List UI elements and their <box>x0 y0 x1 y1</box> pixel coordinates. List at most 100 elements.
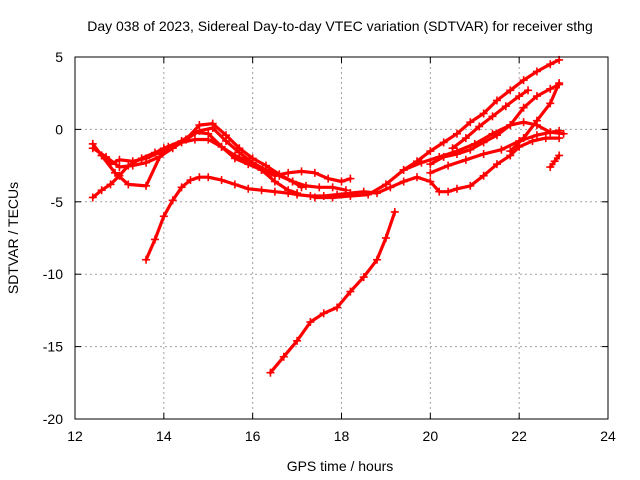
data-point <box>364 190 373 199</box>
y-tick-label: -10 <box>43 266 63 282</box>
data-point <box>399 177 408 186</box>
data-point <box>128 161 137 170</box>
data-point <box>346 287 355 296</box>
data-point <box>461 134 470 143</box>
data-point <box>506 121 515 130</box>
data-point <box>475 122 484 131</box>
data-point <box>435 187 444 196</box>
data-point <box>142 158 151 167</box>
data-point <box>97 186 106 195</box>
series-track-6 <box>268 210 397 375</box>
data-point <box>452 129 461 138</box>
data-series <box>88 55 568 377</box>
data-point <box>284 189 293 198</box>
data-point <box>310 193 319 202</box>
data-point <box>426 177 435 186</box>
data-point <box>479 138 488 147</box>
data-point <box>479 150 488 159</box>
x-axis-label: GPS time / hours <box>287 458 394 474</box>
data-point <box>346 174 355 183</box>
data-point <box>390 207 399 216</box>
data-point <box>88 144 97 153</box>
data-point <box>497 145 506 154</box>
x-tick-label: 12 <box>67 428 83 444</box>
data-point <box>301 181 310 190</box>
data-point <box>337 177 346 186</box>
data-point <box>177 136 186 145</box>
axis-ticks <box>74 56 609 420</box>
data-point <box>555 134 564 143</box>
data-point <box>293 336 302 345</box>
data-point <box>110 168 119 177</box>
data-point <box>359 273 368 282</box>
data-point <box>492 160 501 169</box>
y-tick-label: -5 <box>51 194 64 210</box>
data-point <box>244 160 253 169</box>
data-point <box>452 150 461 159</box>
data-point <box>559 129 568 138</box>
data-point <box>426 147 435 156</box>
data-point <box>501 102 510 111</box>
data-point <box>546 163 555 172</box>
data-point <box>204 173 213 182</box>
data-point <box>284 168 293 177</box>
data-point <box>333 303 342 312</box>
data-point <box>541 134 550 143</box>
data-point <box>519 118 528 127</box>
data-point <box>106 180 115 189</box>
data-point <box>386 183 395 192</box>
data-point <box>479 171 488 180</box>
data-point <box>546 60 555 69</box>
y-tick-labels: 5 0 -5 -10 -15 -20 <box>43 49 63 427</box>
data-point <box>439 138 448 147</box>
data-point <box>466 118 475 127</box>
data-point <box>439 152 448 161</box>
x-tick-label: 20 <box>423 428 439 444</box>
data-point <box>328 193 337 202</box>
data-point <box>288 177 297 186</box>
data-point <box>413 173 422 182</box>
data-point <box>532 116 541 125</box>
data-point <box>150 235 159 244</box>
data-point <box>244 184 253 193</box>
x-tick-label: 16 <box>245 428 261 444</box>
data-point <box>186 176 195 185</box>
data-point <box>519 76 528 85</box>
data-point <box>466 181 475 190</box>
data-point <box>506 147 515 156</box>
data-point <box>492 131 501 140</box>
y-tick-label: 5 <box>55 49 63 65</box>
data-point <box>373 255 382 264</box>
data-point <box>550 157 559 166</box>
data-point <box>444 161 453 170</box>
data-point <box>230 154 239 163</box>
series-track-7 <box>313 120 566 200</box>
data-point <box>413 157 422 166</box>
gridlines <box>75 57 608 419</box>
x-tick-label: 24 <box>600 428 616 444</box>
data-point <box>159 212 168 221</box>
data-point <box>315 183 324 192</box>
data-point <box>506 86 515 95</box>
data-point <box>190 128 199 137</box>
series-track-5 <box>144 136 561 262</box>
data-point <box>381 180 390 189</box>
data-point <box>488 112 497 121</box>
data-point <box>115 163 124 172</box>
data-point <box>310 168 319 177</box>
y-tick-label: -15 <box>43 339 63 355</box>
data-point <box>222 136 231 145</box>
data-point <box>88 193 97 202</box>
data-point <box>324 174 333 183</box>
x-tick-label: 22 <box>511 428 527 444</box>
data-point <box>346 192 355 201</box>
data-point <box>319 309 328 318</box>
data-point <box>266 368 275 377</box>
data-point <box>532 67 541 76</box>
data-point <box>452 184 461 193</box>
data-point <box>270 187 279 196</box>
data-point <box>515 92 524 101</box>
x-tick-labels: 12 14 16 18 20 22 24 <box>67 428 616 444</box>
data-point <box>159 144 168 153</box>
data-point <box>546 84 555 93</box>
